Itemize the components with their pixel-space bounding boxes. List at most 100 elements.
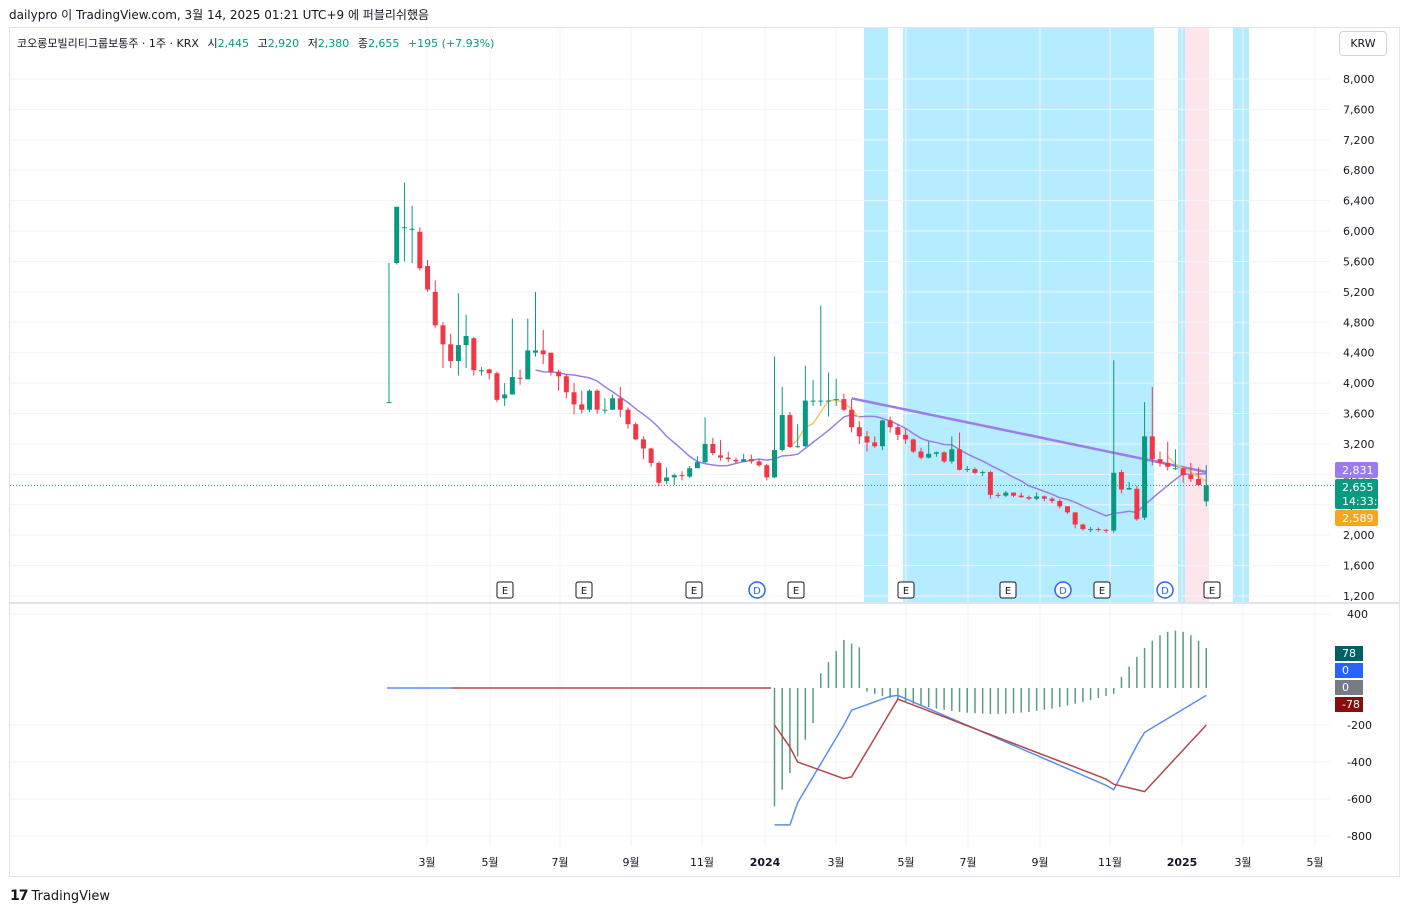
high-value: 2,920 (267, 37, 300, 50)
candle-body (772, 450, 777, 478)
price-tick-label: 7,600 (1343, 103, 1375, 116)
candle (664, 467, 670, 485)
candle (787, 412, 793, 448)
candle-body (610, 398, 616, 410)
candle (1088, 526, 1094, 533)
candle (687, 465, 693, 479)
candle-body (841, 399, 847, 410)
candle-body (1134, 488, 1140, 520)
earnings-marker: E (1093, 581, 1111, 599)
candle-body (556, 371, 562, 377)
candle (756, 459, 762, 467)
time-tick-label: 11월 (1098, 856, 1122, 869)
candle (479, 367, 485, 376)
dividend-marker: D (1156, 581, 1174, 599)
dividend-marker-label: D (753, 586, 761, 597)
candle-body (941, 452, 947, 462)
candle-body (972, 469, 978, 473)
close-label: 종 (357, 37, 368, 50)
candle (1003, 491, 1009, 498)
candle (1064, 506, 1070, 514)
candle (1111, 360, 1117, 533)
macd-tick-label: 400 (1347, 608, 1368, 621)
candle (710, 437, 716, 456)
tradingview-footer[interactable]: 17 TradingView (10, 888, 110, 904)
dividend-marker-label: D (1161, 586, 1169, 597)
candle-body (825, 400, 831, 402)
candle-body (995, 494, 1001, 496)
price-tick-label: 4,800 (1343, 316, 1375, 329)
candle (933, 451, 939, 457)
candle (980, 470, 986, 476)
brand-name: TradingView (31, 888, 111, 904)
time-tick-label: 7월 (551, 856, 568, 869)
candle (401, 182, 407, 262)
candle-body (818, 400, 824, 402)
candle (964, 465, 970, 473)
candle-body (1041, 496, 1047, 499)
candle-body (833, 399, 839, 401)
symbol-name[interactable]: 코오롱모빌리티그룹보통주 · 1주 · KRX (17, 37, 199, 50)
ma-orange-line (1167, 455, 1207, 482)
candle-body (1188, 475, 1194, 479)
currency-button[interactable]: KRW (1339, 31, 1387, 56)
candle-body (887, 420, 893, 428)
earnings-marker: E (999, 581, 1017, 599)
candle (1142, 402, 1148, 520)
candle-body (733, 459, 739, 462)
candle (725, 451, 731, 463)
candle-body (964, 469, 970, 471)
earnings-marker-box (787, 581, 805, 599)
candle (864, 431, 870, 452)
price-tick-label: 8,000 (1343, 73, 1375, 86)
candle-body (425, 266, 431, 290)
candle (617, 386, 623, 418)
candle-body (563, 376, 569, 393)
candle-body (980, 472, 986, 474)
candle (772, 356, 777, 479)
ma-long-line (851, 397, 1207, 474)
ma-long-price-badge-text: 2,831 (1342, 464, 1374, 477)
high-label: 고 (257, 37, 268, 50)
macd-value-badge-bg (1335, 663, 1363, 678)
earnings-marker-box (1093, 581, 1111, 599)
macd-tick-label: -400 (1347, 756, 1372, 769)
signal-line (773, 698, 1207, 793)
macd-value-badge: -78 (1335, 697, 1363, 712)
candle-body (409, 228, 415, 230)
candle-body (903, 434, 909, 440)
background-zone (1233, 28, 1249, 602)
candle (386, 262, 392, 404)
candle (1157, 451, 1163, 467)
candle (903, 428, 909, 444)
close-value: 2,655 (367, 37, 400, 50)
candle (833, 378, 839, 406)
candle (563, 373, 569, 399)
earnings-marker-box (1203, 581, 1221, 599)
candle-body (910, 439, 916, 452)
candle-body (957, 449, 963, 470)
candle-body (1034, 496, 1040, 499)
chart-frame (9, 27, 1400, 877)
candle-body (1118, 472, 1124, 490)
earnings-marker-label: E (691, 586, 697, 597)
candle-body (1018, 495, 1024, 498)
candle-body (656, 462, 662, 483)
candle (995, 492, 1001, 498)
candle-body (394, 206, 400, 263)
candle-body (926, 453, 932, 458)
earnings-marker: E (1203, 581, 1221, 599)
candle-body (463, 335, 469, 346)
candle-body (640, 439, 646, 449)
candle (594, 389, 600, 414)
candle-body (895, 427, 901, 435)
candle (972, 467, 978, 475)
dividend-marker-circle (1156, 581, 1174, 599)
candle-body (648, 448, 654, 463)
candle-body (502, 394, 508, 399)
candle (525, 318, 531, 380)
price-tick-label: 5,200 (1343, 286, 1375, 299)
candle (841, 393, 847, 412)
dividend-marker-circle (748, 581, 766, 599)
